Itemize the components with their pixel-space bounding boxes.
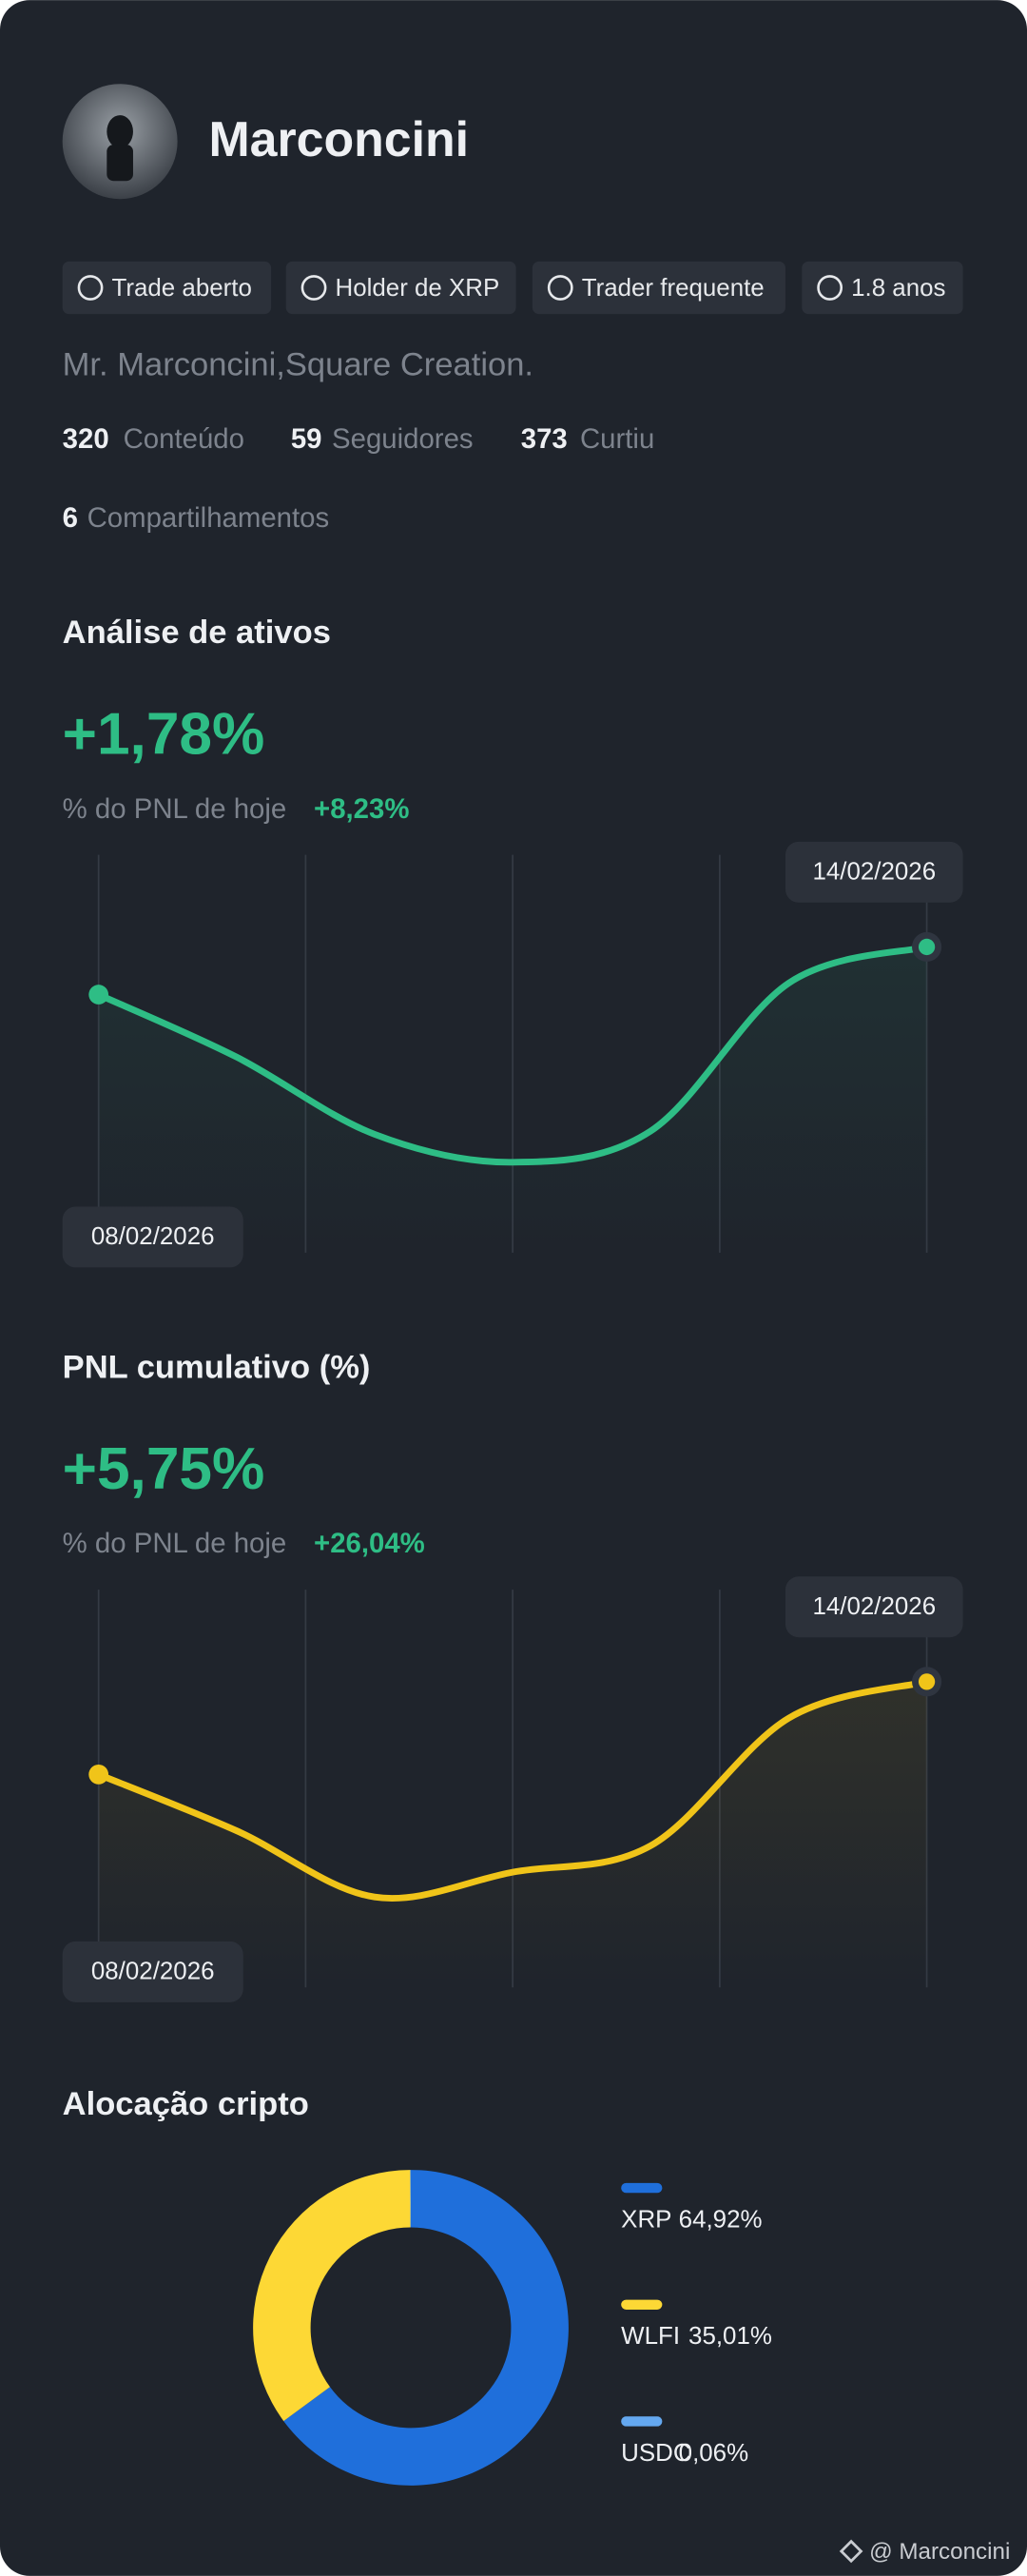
- footer-logo: [839, 2539, 863, 2564]
- end-dot: [918, 1673, 936, 1690]
- badge-icon: [547, 275, 573, 301]
- badge-label: 1.8 anos: [851, 275, 945, 302]
- badge-bg: [285, 261, 516, 315]
- subheading: % do PNL de hoje: [63, 1528, 287, 1559]
- headline-value: +5,75%: [63, 1436, 265, 1502]
- badge-bg: [532, 261, 785, 315]
- badge[interactable]: Trade aberto: [62, 261, 272, 315]
- section-title: PNL cumulativo (%): [63, 1350, 371, 1386]
- area: [98, 946, 927, 1253]
- avatar-figure: [107, 115, 133, 148]
- legend-label: XRP: [621, 2206, 671, 2233]
- badge[interactable]: 1.8 anos: [802, 261, 963, 315]
- start-dot: [88, 985, 109, 1005]
- change-value: +26,04%: [314, 1528, 425, 1559]
- date-tooltip: [785, 1576, 963, 1638]
- badge-label: Trader frequente: [582, 275, 765, 302]
- avatar-figure: [107, 145, 133, 182]
- footer-handle: @ Marconcini: [869, 2539, 1010, 2565]
- bio: Mr. Marconcini,Square Creation.: [63, 347, 533, 383]
- legend-swatch: [621, 2182, 663, 2194]
- badge-label: Holder de XRP: [336, 275, 500, 302]
- badge-bg: [62, 261, 272, 315]
- legend-label: USDC: [621, 2440, 690, 2467]
- legend-value: 64,92%: [679, 2206, 763, 2233]
- start-dot: [88, 1765, 109, 1785]
- stat-value: 320: [63, 423, 109, 455]
- date-label: 14/02/2026: [812, 1593, 936, 1620]
- badge[interactable]: Holder de XRP: [285, 261, 516, 315]
- line: [95, 1678, 931, 1902]
- date-label: 08/02/2026: [91, 1223, 215, 1250]
- stat-value: 373: [521, 423, 568, 455]
- date-tooltip: [62, 1941, 243, 2002]
- section-title: Alocação cripto: [63, 2086, 309, 2122]
- date-label: 14/02/2026: [812, 859, 936, 886]
- subheading: % do PNL de hoje: [63, 793, 287, 825]
- stat-label: Compartilhamentos: [87, 502, 330, 534]
- badge-icon: [77, 275, 104, 301]
- stat-label: Seguidores: [332, 423, 474, 455]
- stat-label: Curtiu: [580, 423, 654, 455]
- avatar[interactable]: [62, 84, 178, 200]
- legend-swatch: [621, 2299, 663, 2310]
- badge-bg: [802, 261, 963, 315]
- donut-segment: [410, 2170, 411, 2228]
- change-value: +8,23%: [314, 793, 409, 825]
- legend-value: 35,01%: [688, 2323, 772, 2350]
- badge-icon: [817, 275, 843, 301]
- headline-value: +1,78%: [63, 701, 265, 767]
- legend-label: WLFI: [621, 2323, 680, 2350]
- line: [95, 943, 931, 1166]
- end-dot: [918, 938, 936, 956]
- donut-segment: [283, 2170, 569, 2486]
- stat-value: 59: [291, 423, 322, 455]
- area: [98, 1681, 927, 1988]
- legend-value: 0,06%: [679, 2440, 748, 2467]
- date-label: 08/02/2026: [91, 1959, 215, 1985]
- footer: @ Marconcini: [839, 2539, 1010, 2565]
- donut-segment: [253, 2170, 411, 2422]
- badge[interactable]: Trader frequente: [532, 261, 785, 315]
- stat-label: Conteúdo: [124, 423, 244, 455]
- stat-value: 6: [63, 502, 78, 534]
- section-title: Análise de ativos: [63, 615, 331, 651]
- profile-name: Marconcini: [208, 111, 469, 166]
- legend-swatch: [621, 2416, 663, 2427]
- badge-label: Trade aberto: [112, 275, 252, 302]
- badge-icon: [300, 275, 327, 301]
- date-tooltip: [785, 841, 963, 903]
- date-tooltip: [62, 1206, 243, 1268]
